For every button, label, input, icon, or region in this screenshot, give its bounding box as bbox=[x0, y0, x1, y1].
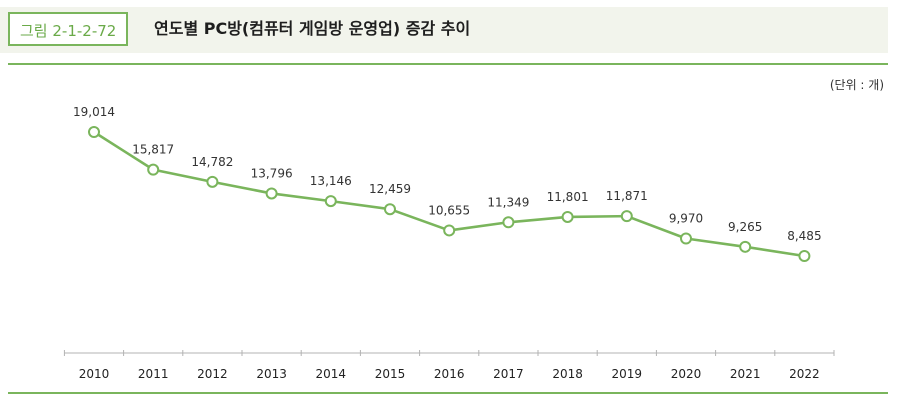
series-line-group bbox=[93, 130, 805, 258]
data-label: 9,265 bbox=[728, 220, 762, 234]
data-label: 13,146 bbox=[310, 174, 352, 188]
data-point bbox=[798, 250, 811, 262]
x-tick-label: 2022 bbox=[789, 367, 820, 381]
series-line bbox=[93, 130, 805, 258]
data-point bbox=[620, 210, 633, 223]
data-point bbox=[324, 195, 337, 208]
data-point bbox=[384, 203, 396, 216]
data-label: 15,817 bbox=[132, 143, 174, 157]
data-label: 11,801 bbox=[547, 190, 589, 204]
x-axis bbox=[63, 350, 835, 356]
x-tick-label: 2015 bbox=[375, 367, 406, 381]
x-tick-label: 2019 bbox=[612, 367, 643, 381]
data-point bbox=[680, 232, 692, 245]
x-tick-label: 2012 bbox=[197, 367, 228, 381]
x-tick-label: 2018 bbox=[552, 367, 583, 381]
x-tick-label: 2017 bbox=[493, 367, 524, 381]
unit-label: (단위 : 개) bbox=[829, 78, 884, 92]
data-label: 9,970 bbox=[669, 212, 703, 226]
data-point bbox=[561, 210, 574, 223]
data-label: 14,782 bbox=[191, 155, 233, 169]
data-label: 11,871 bbox=[606, 189, 648, 203]
x-tick-label: 2021 bbox=[730, 367, 761, 381]
x-tick-label: 2013 bbox=[256, 367, 287, 381]
data-point bbox=[443, 224, 456, 237]
figure-header bbox=[0, 7, 888, 53]
top-rule bbox=[8, 63, 888, 65]
data-point bbox=[88, 126, 100, 138]
figure-label: 그림 2-1-2-72 bbox=[8, 12, 129, 46]
tick-labels: 2010 2011 2012 2013 2014 2015 2016 2017 2018 2019… bbox=[79, 367, 820, 381]
data-label: 19,014 bbox=[73, 105, 115, 119]
data-point bbox=[147, 163, 160, 176]
data-point bbox=[206, 175, 219, 188]
data-labels: 19,014 15,817 14,782 13,796 13,146 12,459 10,6… bbox=[73, 105, 822, 243]
bottom-rule bbox=[8, 392, 888, 394]
data-label: 11,349 bbox=[487, 195, 529, 209]
x-tick-label: 2020 bbox=[671, 367, 702, 381]
data-point bbox=[502, 216, 515, 229]
x-tick-label: 2010 bbox=[79, 367, 110, 381]
x-tick-label: 2014 bbox=[316, 367, 347, 381]
x-tick-label: 2016 bbox=[434, 367, 465, 381]
data-label: 12,459 bbox=[369, 182, 411, 196]
data-label: 10,655 bbox=[428, 203, 470, 217]
data-label: 8,485 bbox=[787, 229, 821, 243]
data-point bbox=[265, 187, 278, 200]
figure-title: 연도별 PC방(컴퓨터 게임방 운영업) 증감 추이 bbox=[154, 19, 471, 38]
data-points bbox=[88, 126, 811, 262]
data-label: 13,796 bbox=[251, 166, 293, 180]
data-point bbox=[739, 240, 752, 253]
x-tick-label: 2011 bbox=[138, 367, 169, 381]
